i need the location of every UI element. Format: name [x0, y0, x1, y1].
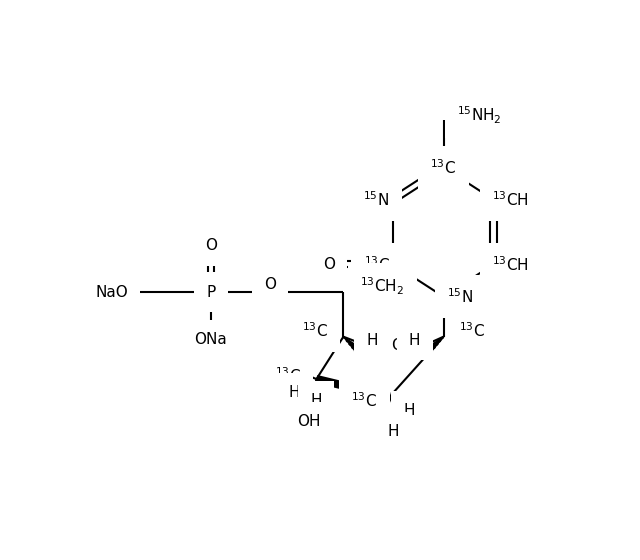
Text: H: H [288, 385, 300, 400]
Text: $^{13}$C: $^{13}$C [302, 321, 328, 340]
Text: $^{13}$CH: $^{13}$CH [492, 190, 529, 209]
Text: $^{13}$C: $^{13}$C [364, 255, 390, 274]
Text: $^{15}$NH$_2$: $^{15}$NH$_2$ [458, 104, 502, 125]
Polygon shape [424, 337, 444, 354]
Text: $^{13}$CH$_2$: $^{13}$CH$_2$ [360, 275, 404, 297]
Text: O: O [391, 338, 403, 353]
Text: $^{13}$C: $^{13}$C [431, 158, 456, 176]
Text: NaO: NaO [95, 284, 128, 300]
Text: H: H [367, 333, 378, 348]
Text: H: H [310, 393, 322, 408]
Text: $^{15}$N: $^{15}$N [447, 287, 474, 306]
Text: ONa: ONa [195, 332, 227, 347]
Text: $^{13}$C: $^{13}$C [459, 321, 485, 340]
Text: P: P [206, 284, 216, 300]
Text: O: O [264, 277, 276, 292]
Text: H: H [388, 424, 399, 439]
Text: $^{15}$N: $^{15}$N [364, 190, 390, 209]
Text: O: O [205, 239, 217, 253]
Polygon shape [344, 337, 363, 354]
Text: $^{13}$CH: $^{13}$CH [492, 255, 529, 274]
Text: H: H [409, 333, 420, 348]
Text: O: O [323, 257, 335, 272]
Text: $^{13}$C: $^{13}$C [351, 391, 378, 410]
Text: OH: OH [297, 414, 321, 429]
Text: H: H [403, 403, 415, 418]
Text: $^{13}$C: $^{13}$C [275, 366, 301, 385]
